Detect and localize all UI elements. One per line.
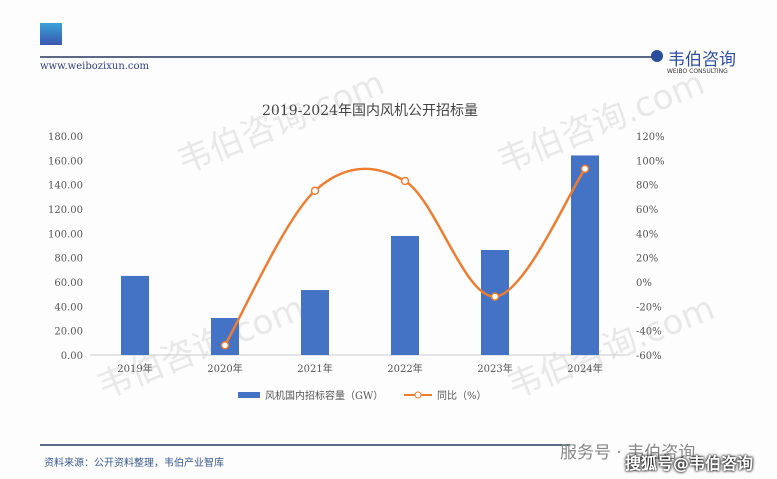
right-tick-label: -20% [636,302,662,313]
yoy-point [310,186,320,195]
legend: 风机国内招标容量（GW） 同比（%） [238,389,487,402]
site-url: www.weibozixun.com [40,61,150,72]
footer-divider [40,444,570,446]
left-tick-label: 160.00 [48,156,83,167]
left-tick-label: 140.00 [48,181,83,192]
left-tick-label: 60.00 [54,278,83,289]
right-tick-label: -40% [636,327,662,338]
x-tick-label: 2024年 [567,362,602,375]
left-tick-label: 40.00 [54,302,83,313]
yoy-point [400,176,410,186]
right-tick-label: 120% [636,132,665,143]
brand-english: WEIBO CONSULTING [667,68,728,75]
legend-bar-label: 风机国内招标容量（GW） [265,389,383,402]
legend-bar-swatch [238,392,260,398]
bar [571,155,599,355]
left-tick-label: 80.00 [54,254,83,265]
right-tick-label: 40% [636,229,658,240]
bar [481,250,509,355]
logo-square [40,23,62,45]
left-tick-label: 0.00 [61,351,83,362]
right-tick-label: 60% [636,205,658,216]
brand-name: 韦伯咨询 [668,50,736,70]
x-tick-label: 2021年 [297,362,332,375]
x-tick-label: 2022年 [387,362,422,375]
bar [391,236,419,355]
wechat-watermark: 服务号 · 韦伯咨询 [560,443,696,463]
right-tick-label: 0% [636,278,652,289]
x-tick-label: 2023年 [477,362,512,375]
right-tick-label: -60% [636,351,662,362]
left-tick-label: 20.00 [54,327,83,338]
right-tick-label: 80% [636,181,658,192]
sohu-watermark: 搜狐号@韦伯咨询 [625,454,754,473]
right-tick-label: 20% [636,254,658,265]
left-tick-label: 100.00 [48,229,83,240]
right-tick-label: 100% [636,156,665,167]
x-tick-label: 2019年 [117,362,152,375]
chart-title: 2019-2024年国内风机公开招标量 [262,103,478,119]
left-tick-label: 120.00 [48,205,83,216]
yoy-point [490,292,500,301]
x-tick-label: 2020年 [207,362,242,375]
brand-logo-icon [651,50,663,62]
bar [301,290,329,355]
legend-line-label: 同比（%） [437,390,487,402]
source-note: 资料来源：公开资料整理，韦伯产业智库 [44,458,224,469]
yoy-point [580,164,590,174]
yoy-point [220,341,230,350]
left-tick-label: 180.00 [48,132,83,143]
legend-line-marker [414,391,422,399]
header-divider [40,56,652,58]
bar [121,275,149,355]
